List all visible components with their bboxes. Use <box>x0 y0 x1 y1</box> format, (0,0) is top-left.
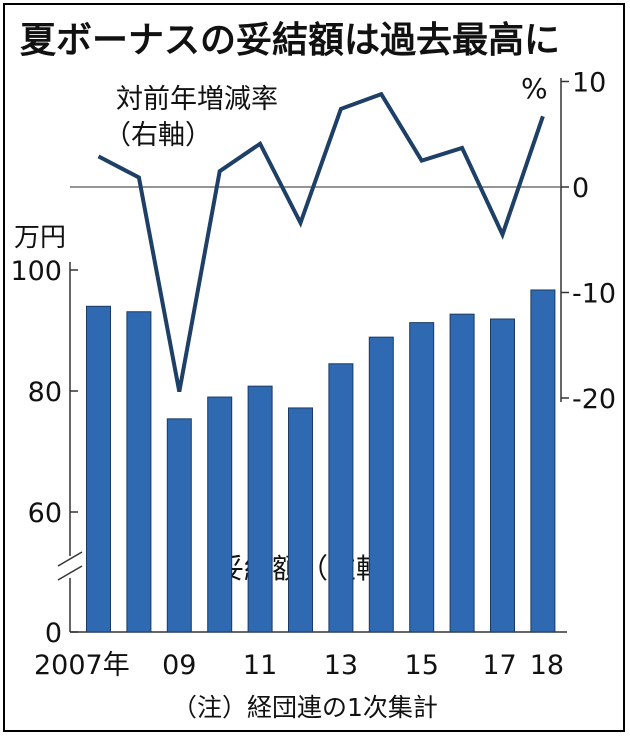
right-tick-label: -10 <box>572 279 616 310</box>
bar <box>449 313 475 633</box>
bar <box>166 418 192 633</box>
x-tick-label: 15 <box>405 650 439 681</box>
bar <box>490 318 515 633</box>
x-tick-label: 13 <box>324 650 358 681</box>
bar <box>288 407 313 633</box>
axis-break-mark <box>57 565 83 581</box>
right-tick-label: 0 <box>572 173 589 204</box>
chart-title: 夏ボーナスの妥結額は過去最高に <box>20 20 560 61</box>
left-tick-label: 80 <box>28 377 62 408</box>
growth-line <box>97 91 545 393</box>
right-tick-label: 10 <box>572 68 606 99</box>
x-tick-label: 09 <box>162 650 196 681</box>
x-tick-label: 2007年 <box>34 650 130 681</box>
left-tick-label: 0 <box>45 618 62 649</box>
bar <box>409 322 435 633</box>
bar <box>368 336 394 633</box>
chart-note: （注）経団連の1次集計 <box>172 693 438 722</box>
bar <box>86 305 111 633</box>
left-axis-unit: 万円 <box>14 223 66 253</box>
x-tick-label: 18 <box>530 650 564 681</box>
x-tick-label: 17 <box>482 650 516 681</box>
right-axis-unit: % <box>521 72 548 105</box>
bar <box>126 311 152 633</box>
bar <box>328 363 354 633</box>
right-tick-label: -20 <box>572 384 616 415</box>
x-tick-label: 11 <box>243 650 277 681</box>
left-tick-label: 60 <box>28 498 62 529</box>
left-tick-label: 100 <box>10 256 62 287</box>
bar <box>247 385 273 633</box>
bar <box>530 289 556 633</box>
bar <box>207 396 233 633</box>
axis-break-mark <box>57 551 83 567</box>
line-legend-label: 対前年増減率（右軸） <box>104 84 278 151</box>
